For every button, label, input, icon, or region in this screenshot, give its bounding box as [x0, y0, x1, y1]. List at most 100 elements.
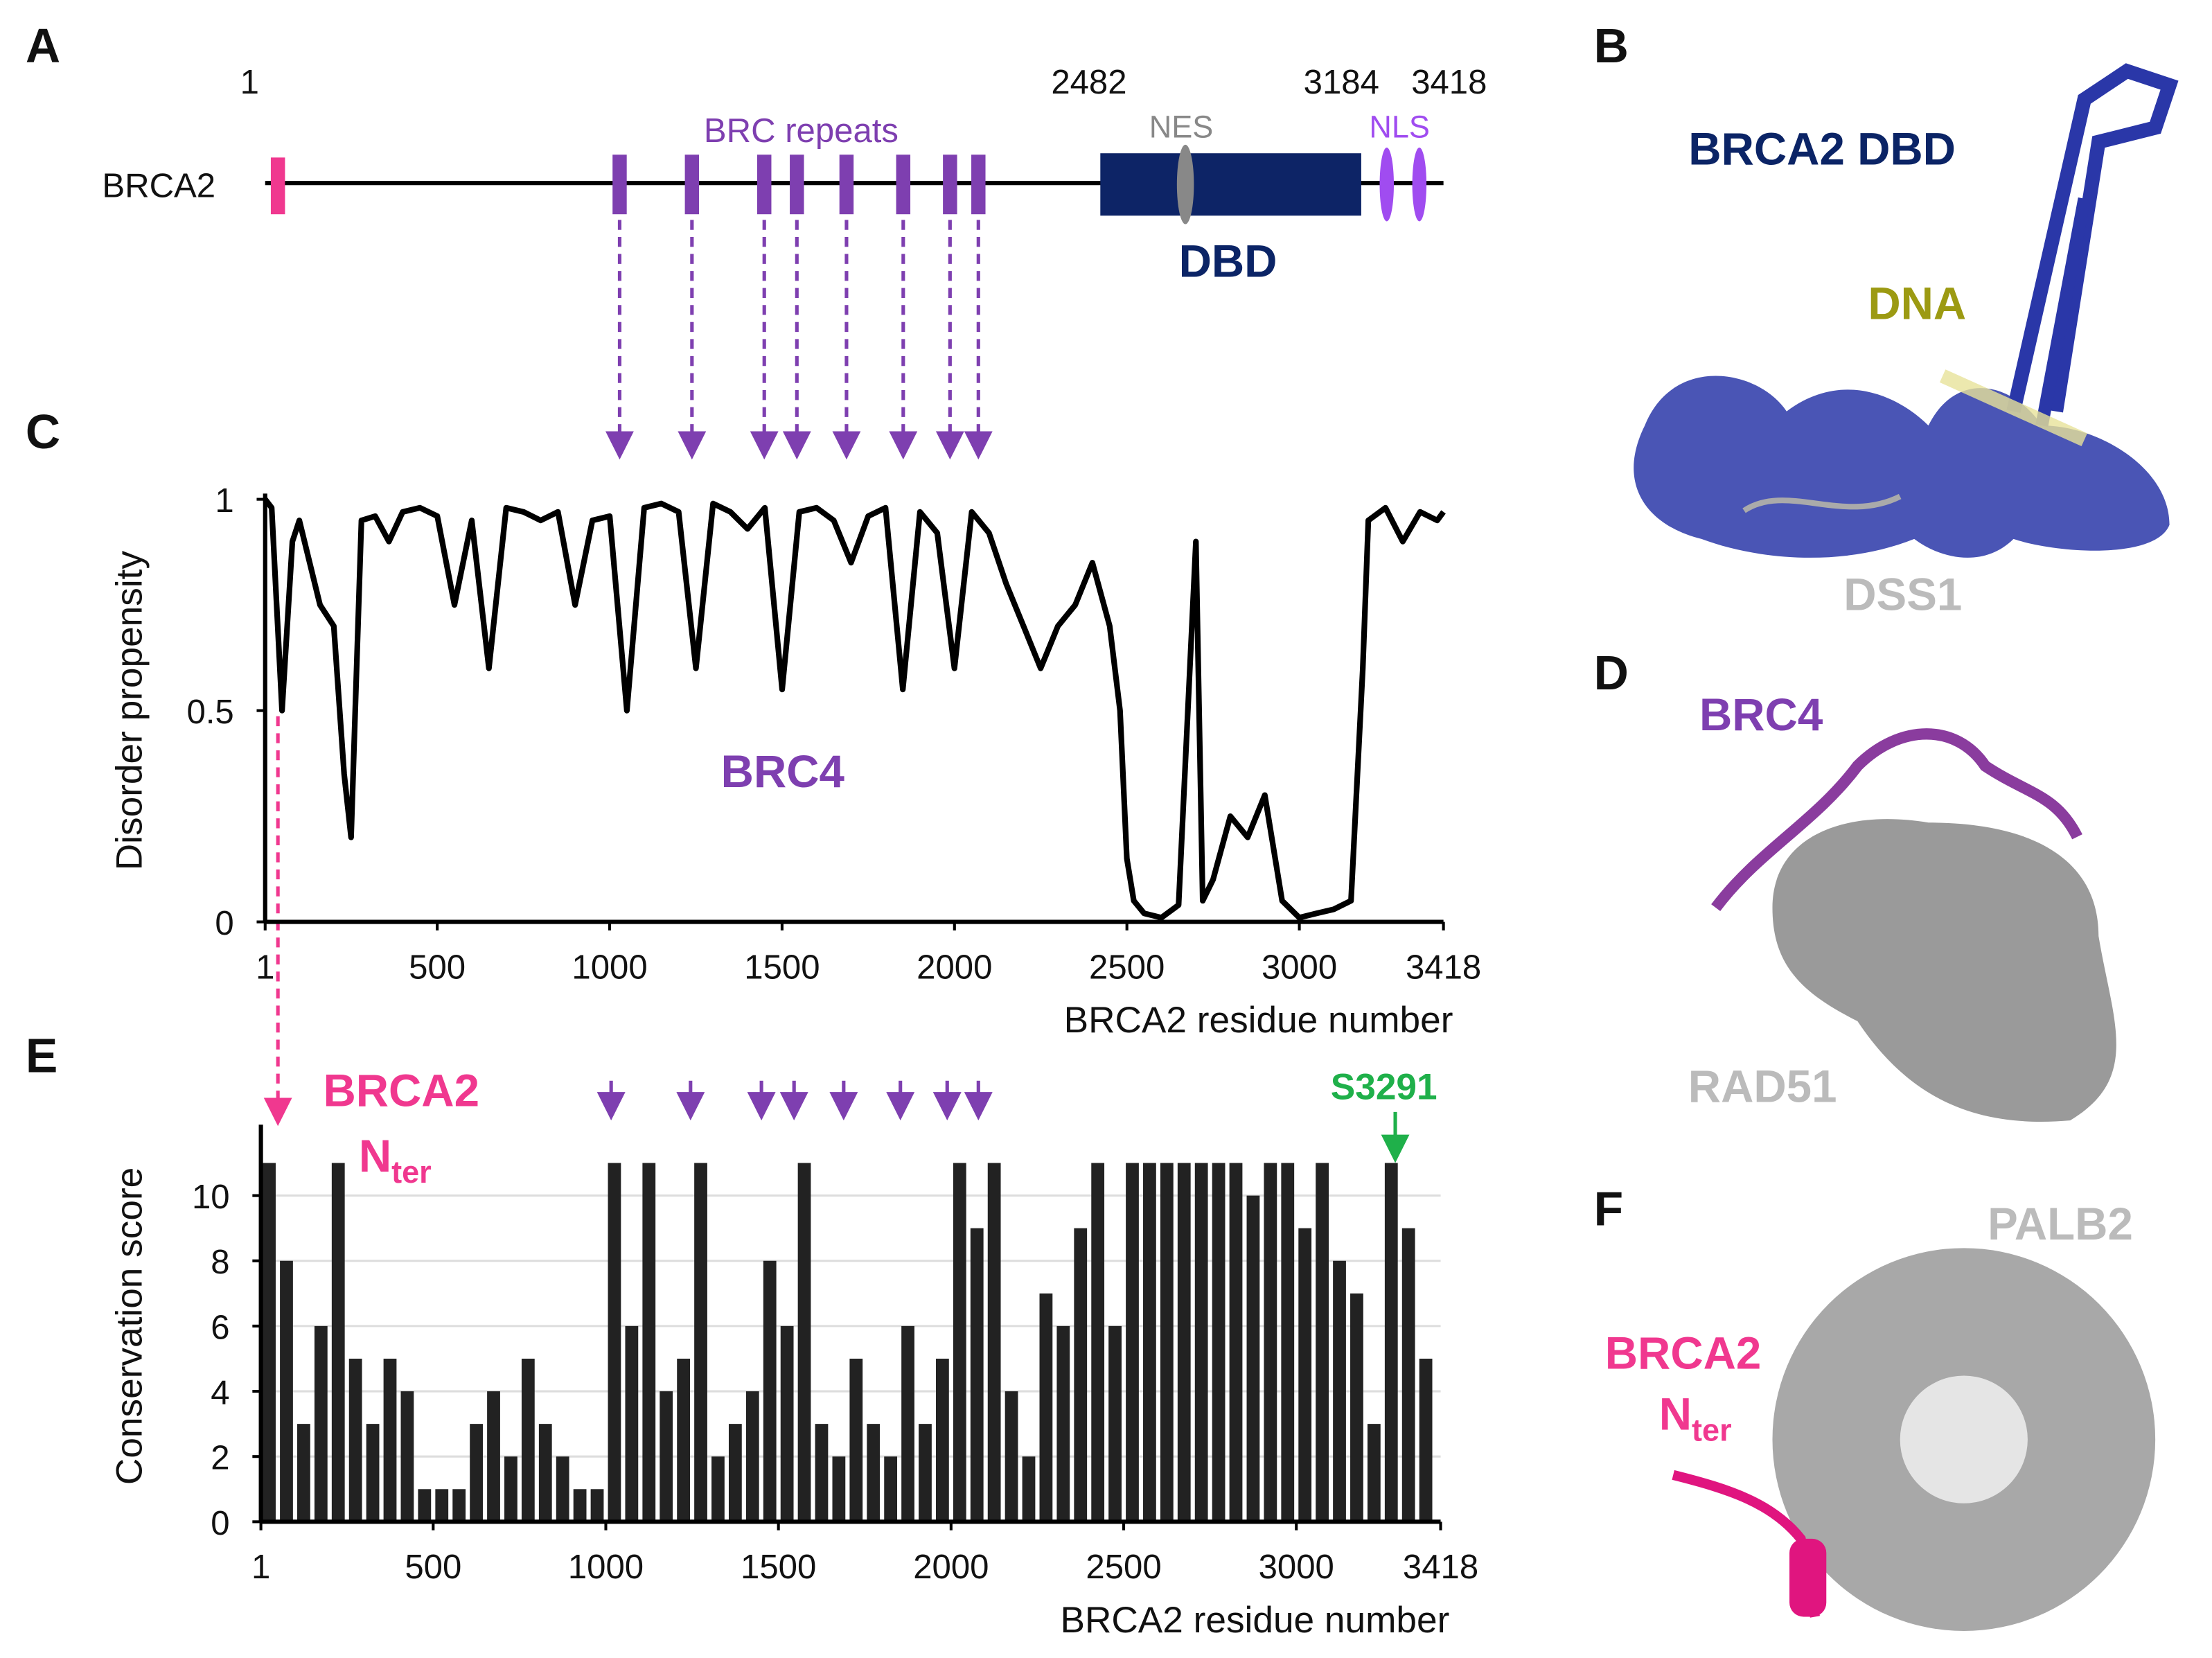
bar — [331, 1163, 345, 1522]
nls-mark — [1412, 148, 1427, 222]
bar — [745, 1391, 759, 1522]
y-tick-label: 1 — [215, 482, 233, 520]
x-tick-label: 3000 — [1262, 949, 1337, 986]
x-axis-label: BRCA2 residue number — [1064, 1000, 1453, 1041]
bar — [660, 1391, 673, 1522]
bar — [1316, 1163, 1329, 1522]
y-axis-label: Disorder propensity — [109, 551, 150, 871]
dbd-label: DBD — [1179, 236, 1277, 286]
panel-letter: F — [1594, 1182, 1624, 1236]
y-tick-label: 0 — [211, 1505, 229, 1542]
x-tick-label: 1000 — [572, 949, 647, 986]
bar — [1246, 1195, 1260, 1522]
bar — [470, 1424, 483, 1522]
protein-label: BRCA2 — [102, 168, 215, 205]
n-text: N — [1659, 1388, 1692, 1439]
x-tick-label: 1500 — [741, 1549, 816, 1586]
x-tick-label: 2000 — [913, 1549, 989, 1586]
palb2-label: PALB2 — [1988, 1199, 2133, 1249]
domain-map: 1 2482 3184 3418 BRCA2 BRC repeats NES N… — [102, 64, 1487, 460]
bar — [1039, 1293, 1053, 1522]
bar — [1091, 1163, 1105, 1522]
n-text: N — [359, 1131, 391, 1181]
bar — [263, 1163, 276, 1522]
x-tick-label: 2000 — [917, 949, 992, 986]
bar — [919, 1424, 932, 1522]
bar — [314, 1325, 328, 1522]
x-tick-label: 2500 — [1086, 1549, 1161, 1586]
y-tick-label: 8 — [211, 1244, 229, 1281]
bar — [504, 1456, 517, 1522]
bar — [366, 1424, 380, 1522]
bar — [1419, 1358, 1433, 1522]
bar — [1401, 1228, 1415, 1522]
bar — [1281, 1163, 1295, 1522]
bar — [1108, 1325, 1122, 1522]
brc4-label: BRC4 — [1699, 689, 1823, 740]
position-label: 3184 — [1304, 64, 1379, 101]
x-tick-label: 1 — [251, 1549, 270, 1586]
bar — [987, 1163, 1001, 1522]
bar — [1333, 1260, 1346, 1522]
bar — [521, 1358, 535, 1522]
nes-label: NES — [1149, 109, 1214, 145]
y-tick-label: 2 — [211, 1440, 229, 1477]
y-tick-label: 0 — [215, 905, 233, 942]
bar — [1384, 1163, 1398, 1522]
dbd-structure: BRCA2 DBD DNA DSS1 — [1634, 63, 2179, 619]
nter-label: Nter — [1659, 1388, 1732, 1447]
bar — [608, 1163, 621, 1522]
bar — [815, 1424, 829, 1522]
bar — [1212, 1163, 1226, 1522]
bar — [1177, 1163, 1191, 1522]
rad51-label: RAD51 — [1688, 1061, 1837, 1112]
dna-label: DNA — [1868, 279, 1966, 329]
bar — [348, 1358, 362, 1522]
bar — [884, 1456, 898, 1522]
bar — [452, 1489, 466, 1522]
x-tick-label: 3000 — [1259, 1549, 1334, 1586]
dss1-label: DSS1 — [1843, 569, 1962, 619]
x-tick-label: 3418 — [1403, 1549, 1478, 1586]
bar — [901, 1325, 914, 1522]
position-label: 2482 — [1051, 64, 1126, 101]
ter-text: ter — [1692, 1413, 1732, 1448]
panel-letter: D — [1594, 646, 1629, 700]
x-tick-label: 500 — [405, 1549, 461, 1586]
bar — [573, 1489, 587, 1522]
rad51-structure: BRC4 RAD51 — [1688, 689, 2116, 1122]
bar — [418, 1489, 432, 1522]
disorder-line — [263, 497, 1446, 921]
panel-letter: A — [26, 19, 60, 73]
bar — [953, 1163, 966, 1522]
bar — [556, 1456, 569, 1522]
bar — [1350, 1293, 1363, 1522]
dbd-box — [1100, 153, 1361, 216]
bar — [280, 1260, 293, 1522]
bar — [297, 1424, 310, 1522]
bar — [832, 1456, 846, 1522]
panel-letter: E — [26, 1029, 57, 1083]
brc-boxes — [612, 155, 986, 215]
bar — [797, 1163, 811, 1522]
bar — [1143, 1163, 1156, 1522]
bar — [1056, 1325, 1070, 1522]
bar — [694, 1163, 707, 1522]
brca2-annotation: BRCA2 — [323, 1066, 479, 1116]
bar — [849, 1358, 863, 1522]
bar — [435, 1489, 449, 1522]
brca2-label: BRCA2 — [1605, 1328, 1762, 1378]
bar — [538, 1424, 552, 1522]
bar — [590, 1489, 604, 1522]
bar — [400, 1391, 414, 1522]
y-tick-label: 0.5 — [186, 694, 233, 731]
ter-text: ter — [391, 1154, 432, 1190]
y-tick-label: 4 — [211, 1374, 229, 1411]
bar — [487, 1391, 500, 1522]
bar — [677, 1358, 691, 1522]
palb2-structure: PALB2 BRCA2 Nter — [1605, 1199, 2156, 1631]
bar — [763, 1260, 777, 1522]
dbd-label: BRCA2 DBD — [1688, 124, 1956, 175]
